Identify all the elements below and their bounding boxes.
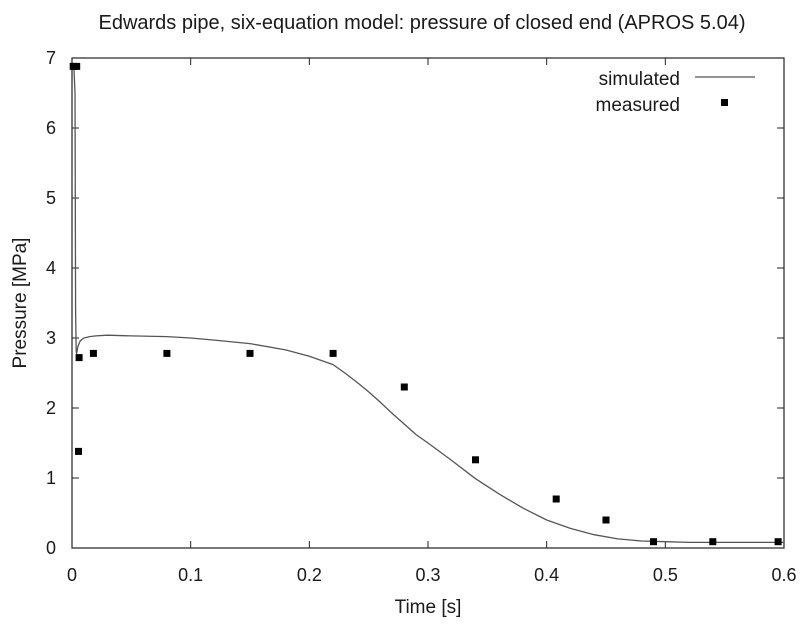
- plot-frame: [71, 57, 785, 549]
- data-point-measured: [552, 495, 560, 503]
- y-axis-label: Pressure [MPa]: [10, 238, 31, 369]
- x-tick-label: 0: [67, 565, 77, 585]
- data-point-measured: [472, 456, 479, 464]
- legend: simulated measured: [596, 69, 755, 116]
- data-point-measured: [650, 538, 657, 546]
- data-point-measured: [329, 349, 337, 357]
- x-tick-label: 0.1: [178, 565, 203, 585]
- series-line-simulated: [72, 64, 784, 544]
- legend-swatch-measured: [721, 99, 728, 106]
- series-layer: [69, 62, 784, 546]
- x-axis-label: Time [s]: [395, 597, 462, 618]
- data-point-measured: [246, 349, 254, 357]
- y-tick-label: 3: [46, 328, 56, 348]
- data-point-measured: [774, 538, 782, 546]
- plot-area-border: [71, 57, 785, 549]
- x-tick-label: 0.3: [415, 565, 440, 585]
- y-tick-label: 0: [46, 538, 56, 558]
- y-tick-label: 1: [46, 468, 56, 488]
- data-point-measured: [75, 354, 83, 362]
- data-point-measured: [89, 349, 97, 357]
- y-axis: 0 1 2 3 4 5 6 7: [46, 48, 784, 558]
- chart-title: Edwards pipe, six-equation model: pressu…: [98, 12, 745, 34]
- y-tick-label: 5: [46, 188, 56, 208]
- y-tick-label: 6: [46, 118, 56, 138]
- y-tick-label: 2: [46, 398, 56, 418]
- y-tick-label: 7: [46, 48, 56, 68]
- legend-label-measured: measured: [596, 95, 681, 116]
- x-tick-label: 0.4: [534, 565, 559, 585]
- data-point-measured: [400, 383, 408, 391]
- x-axis: 0 0.1 0.2 0.3 0.4 0.5 0.6: [67, 58, 797, 585]
- legend-label-simulated: simulated: [599, 69, 680, 90]
- data-point-measured: [709, 538, 717, 546]
- data-point-measured: [73, 62, 81, 70]
- data-point-measured: [75, 447, 82, 455]
- x-tick-label: 0.6: [771, 565, 796, 585]
- x-tick-label: 0.5: [653, 565, 678, 585]
- x-tick-label: 0.2: [297, 565, 322, 585]
- y-tick-label: 4: [46, 258, 56, 278]
- data-point-measured: [602, 516, 610, 524]
- data-point-measured: [163, 349, 171, 357]
